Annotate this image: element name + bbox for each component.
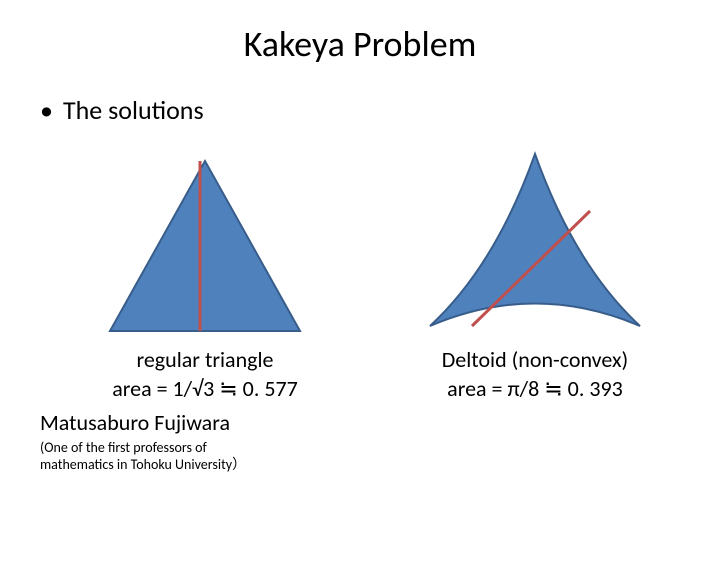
triangle-caption-line2: area = 1/√3 ≒ 0. 577 — [112, 375, 298, 404]
triangle-caption-line1: regular triangle — [112, 346, 298, 375]
deltoid-svg — [420, 146, 650, 336]
bullet-marker: • — [40, 94, 53, 126]
figure-deltoid: Deltoid (non-convex) area = π/8 ≒ 0. 393 — [420, 146, 650, 403]
triangle-shape — [110, 161, 300, 331]
author-note-line1: (One of the first professors of — [40, 440, 720, 457]
author-note: (One of the first professors of mathemat… — [40, 440, 720, 474]
figure-triangle: regular triangle area = 1/√3 ≒ 0. 577 — [90, 146, 320, 403]
deltoid-shape — [430, 154, 640, 326]
deltoid-caption-line1: Deltoid (non-convex) — [442, 346, 628, 375]
bullet-text: The solutions — [63, 94, 204, 126]
bullet-line: • The solutions — [40, 94, 720, 126]
deltoid-caption: Deltoid (non-convex) area = π/8 ≒ 0. 393 — [442, 346, 628, 403]
page-title: Kakeya Problem — [0, 22, 720, 66]
triangle-caption: regular triangle area = 1/√3 ≒ 0. 577 — [112, 346, 298, 403]
author-name: Matusaburo Fujiwara — [40, 409, 720, 436]
author-note-line2: mathematics in Tohoku University） — [40, 457, 720, 474]
deltoid-caption-line2: area = π/8 ≒ 0. 393 — [442, 375, 628, 404]
triangle-svg-wrap — [90, 146, 320, 336]
triangle-svg — [100, 156, 310, 336]
figures-row: regular triangle area = 1/√3 ≒ 0. 577 De… — [0, 146, 720, 403]
deltoid-svg-wrap — [420, 146, 650, 336]
